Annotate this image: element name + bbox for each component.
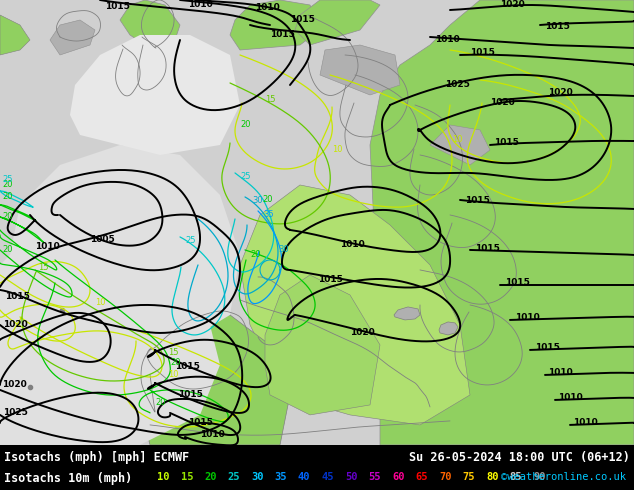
Text: 45: 45: [321, 471, 334, 482]
Text: 15: 15: [181, 471, 193, 482]
Text: 1015: 1015: [270, 30, 295, 40]
Text: 65: 65: [415, 471, 428, 482]
Text: 1025: 1025: [445, 80, 470, 90]
Text: 1010: 1010: [558, 393, 583, 402]
Polygon shape: [320, 45, 400, 95]
Polygon shape: [394, 307, 420, 320]
Polygon shape: [430, 125, 490, 165]
Text: 1015: 1015: [475, 245, 500, 253]
Text: 60: 60: [392, 471, 404, 482]
Text: 50: 50: [345, 471, 358, 482]
Polygon shape: [295, 0, 380, 45]
Polygon shape: [230, 0, 320, 50]
Text: 1020: 1020: [3, 320, 28, 329]
Text: 1015: 1015: [5, 293, 30, 301]
Text: 70: 70: [439, 471, 451, 482]
Text: 1010: 1010: [573, 418, 598, 427]
Text: 1015: 1015: [105, 2, 130, 11]
Text: 1020: 1020: [490, 98, 515, 107]
Text: 1015: 1015: [494, 139, 519, 147]
Text: 20: 20: [155, 398, 165, 407]
Polygon shape: [0, 15, 30, 55]
Polygon shape: [0, 215, 220, 445]
Text: 35: 35: [275, 471, 287, 482]
Text: 10: 10: [332, 146, 342, 154]
Text: 1010: 1010: [255, 3, 280, 13]
Text: 20: 20: [170, 358, 181, 368]
Text: 85: 85: [510, 471, 522, 482]
Polygon shape: [10, 145, 240, 355]
Text: 80: 80: [486, 471, 498, 482]
Text: 90: 90: [533, 471, 545, 482]
Text: 1015: 1015: [465, 196, 490, 205]
Text: 1015: 1015: [470, 49, 495, 57]
Text: 20: 20: [2, 193, 13, 201]
Text: 1020: 1020: [350, 328, 375, 338]
Text: 1010: 1010: [435, 35, 460, 45]
Text: 1025: 1025: [3, 409, 28, 417]
Polygon shape: [370, 0, 634, 445]
Text: 35: 35: [263, 211, 274, 220]
Text: 1010: 1010: [548, 368, 573, 377]
Text: 1010: 1010: [35, 243, 60, 251]
Text: Su 26-05-2024 18:00 UTC (06+12): Su 26-05-2024 18:00 UTC (06+12): [409, 451, 630, 464]
Text: 10: 10: [452, 135, 462, 145]
Text: 1020: 1020: [548, 89, 573, 98]
Text: 20: 20: [2, 180, 13, 190]
Text: 1010: 1010: [200, 430, 224, 440]
Text: 1015: 1015: [175, 363, 200, 371]
Text: 20: 20: [240, 121, 250, 129]
Polygon shape: [265, 275, 380, 415]
Text: 20: 20: [2, 213, 13, 221]
Text: 1005: 1005: [90, 236, 115, 245]
Text: 10: 10: [95, 298, 105, 307]
Polygon shape: [240, 185, 470, 425]
Polygon shape: [120, 0, 180, 55]
Text: 25: 25: [185, 237, 195, 245]
Text: 20: 20: [262, 196, 273, 204]
Text: 75: 75: [462, 471, 475, 482]
Text: 15: 15: [38, 264, 48, 272]
Text: 15: 15: [168, 348, 179, 357]
Text: 1015: 1015: [505, 278, 530, 288]
Text: 30: 30: [252, 196, 262, 205]
Polygon shape: [70, 35, 240, 155]
Text: 1010: 1010: [188, 0, 213, 9]
Text: 1020: 1020: [500, 0, 525, 9]
Text: 20: 20: [204, 471, 216, 482]
Text: 15: 15: [265, 96, 276, 104]
Text: 1015: 1015: [545, 23, 570, 31]
Text: Isotachs 10m (mph): Isotachs 10m (mph): [4, 471, 133, 485]
Text: 1015: 1015: [290, 16, 315, 24]
Text: 40: 40: [298, 471, 311, 482]
Text: 25: 25: [2, 175, 13, 184]
Text: 1020: 1020: [2, 380, 27, 390]
Text: Isotachs (mph) [mph] ECMWF: Isotachs (mph) [mph] ECMWF: [4, 451, 190, 464]
Text: 25: 25: [240, 172, 250, 181]
Text: 10: 10: [168, 370, 179, 379]
Text: 1015: 1015: [178, 391, 203, 399]
Text: 10: 10: [157, 471, 169, 482]
Text: 1015: 1015: [188, 418, 213, 427]
Text: 1010: 1010: [515, 314, 540, 322]
Polygon shape: [439, 322, 458, 335]
Polygon shape: [50, 20, 95, 55]
Text: 20: 20: [250, 250, 261, 259]
Text: 30: 30: [251, 471, 264, 482]
Polygon shape: [140, 315, 290, 445]
Text: 1015: 1015: [318, 275, 343, 285]
Text: 55: 55: [368, 471, 381, 482]
Text: 1015: 1015: [535, 343, 560, 352]
Text: 1010: 1010: [340, 241, 365, 249]
Text: 25: 25: [228, 471, 240, 482]
Text: 20: 20: [2, 245, 13, 254]
Text: 30: 30: [278, 245, 288, 254]
Text: ©weatheronline.co.uk: ©weatheronline.co.uk: [501, 471, 626, 482]
